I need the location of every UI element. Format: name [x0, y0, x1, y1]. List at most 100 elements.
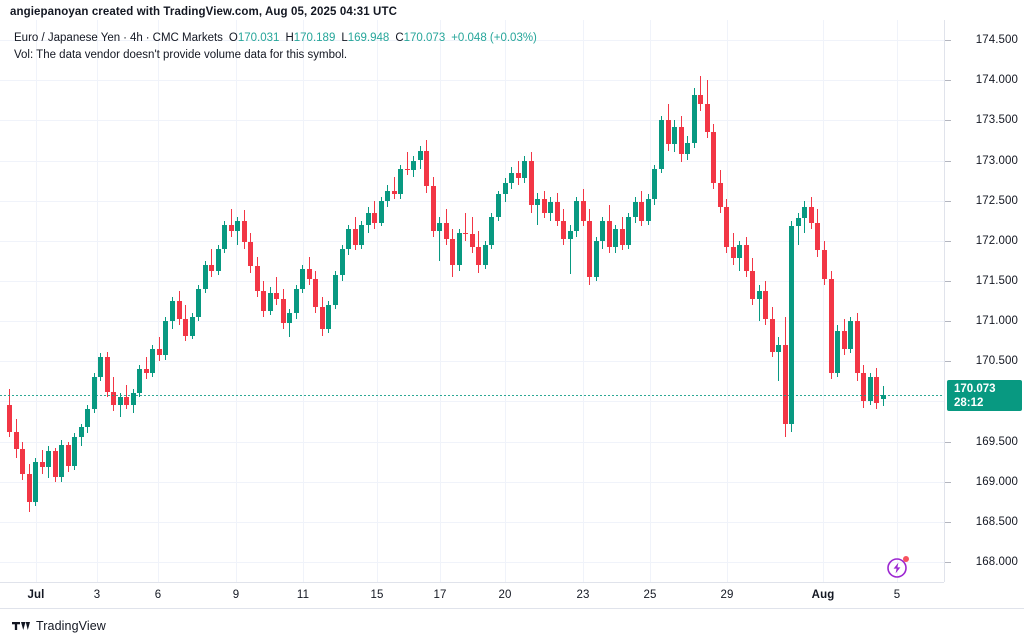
candle-body — [731, 247, 736, 259]
price-tick-label: 170.500 — [975, 355, 1018, 368]
price-tick-mark — [945, 161, 951, 162]
candle-body — [568, 231, 573, 240]
candle-body — [639, 202, 644, 221]
candle-body — [698, 94, 703, 105]
candle-body — [418, 150, 423, 161]
legend-symbol[interactable]: Euro / Japanese Yen — [14, 32, 121, 44]
legend-high-value: 170.189 — [293, 32, 336, 44]
time-scale[interactable]: Jul 3 6 9 11 15 17 20 23 25 29 Aug 5 — [0, 583, 944, 609]
candle-body — [685, 142, 690, 155]
chart-pane[interactable] — [0, 20, 944, 582]
gridline-vertical — [583, 20, 584, 582]
price-tick-label: 171.000 — [975, 315, 1018, 328]
candle-body — [340, 248, 345, 275]
candle-body — [724, 207, 729, 248]
pane-bottom-border — [0, 582, 944, 583]
candle-body — [659, 120, 664, 169]
candle-wick — [570, 224, 571, 275]
candle-body — [848, 321, 853, 350]
price-scale[interactable]: 174.500 174.000 173.500 173.000 172.500 172.0… — [945, 20, 1024, 582]
candle-body — [313, 279, 318, 307]
candle-body — [118, 397, 123, 406]
lightning-event-icon[interactable] — [886, 556, 909, 579]
candle-body — [783, 345, 788, 424]
legend-sep-2: · — [145, 32, 150, 44]
candle-wick — [394, 176, 395, 200]
candle-body — [881, 395, 886, 399]
candle-body — [105, 357, 110, 392]
time-tick-label: 9 — [232, 589, 240, 601]
candle-body — [59, 444, 64, 477]
candle-body — [737, 244, 742, 259]
candle-body — [711, 132, 716, 183]
candle-body — [150, 349, 155, 374]
candle-body — [574, 200, 579, 232]
candle-body — [679, 126, 684, 155]
candle-wick — [42, 449, 43, 474]
gridline-horizontal — [0, 442, 944, 443]
candle-body — [594, 240, 599, 277]
candle-body — [437, 223, 442, 232]
candle-body — [92, 377, 97, 410]
candle-wick — [778, 337, 779, 382]
time-tick-label: Jul — [27, 589, 45, 601]
time-tick-label: 6 — [154, 589, 162, 601]
legend-sep-1: · — [123, 32, 127, 44]
candle-body — [137, 369, 142, 394]
price-tick-label: 169.500 — [975, 435, 1018, 448]
candle-body — [196, 288, 201, 318]
candle-body — [320, 306, 325, 330]
candle-body — [398, 168, 403, 195]
candle-body — [861, 373, 866, 402]
candle-body — [809, 207, 814, 224]
legend-low-label: L — [341, 32, 348, 44]
candle-body — [822, 250, 827, 280]
candle-wick — [289, 309, 290, 338]
candle-body — [496, 194, 501, 217]
candle-body — [516, 172, 521, 179]
candle-body — [131, 393, 136, 405]
candle-body — [744, 244, 749, 272]
candle-body — [620, 228, 625, 245]
time-tick-label: 25 — [643, 589, 657, 601]
candle-body — [20, 448, 25, 474]
price-tick-label: 174.000 — [975, 74, 1018, 87]
candle-body — [555, 202, 560, 221]
last-price-badge[interactable]: 170.073 28:12 — [947, 380, 1022, 412]
candle-body — [672, 126, 677, 145]
candle-body — [411, 160, 416, 171]
gridline-vertical — [440, 20, 441, 582]
gridline-vertical — [727, 20, 728, 582]
time-scale-divider — [0, 608, 1024, 609]
candle-body — [248, 242, 253, 267]
candle-wick — [439, 216, 440, 261]
gridline-horizontal — [0, 562, 944, 563]
candlestick-series — [0, 20, 944, 582]
time-tick-label: 20 — [498, 589, 512, 601]
legend-interval[interactable]: 4h — [130, 32, 143, 44]
legend-change: +0.048 (+0.03%) — [451, 32, 537, 44]
price-tick-mark — [945, 201, 951, 202]
candle-wick — [407, 152, 408, 175]
candle-wick — [231, 208, 232, 237]
candle-body — [392, 191, 397, 195]
candle-body — [372, 212, 377, 224]
candle-body — [489, 216, 494, 245]
price-tick-mark — [945, 241, 951, 242]
price-tick-label: 173.000 — [975, 154, 1018, 167]
gridline-horizontal — [0, 80, 944, 81]
candle-wick — [537, 192, 538, 225]
gridline-vertical — [303, 20, 304, 582]
candle-body — [424, 150, 429, 187]
price-tick-mark — [945, 40, 951, 41]
price-tick-mark — [945, 562, 951, 563]
candle-body — [385, 191, 390, 201]
bar-countdown: 28:12 — [954, 396, 984, 409]
candle-body — [124, 397, 129, 405]
candle-body — [163, 321, 168, 355]
gridline-horizontal — [0, 281, 944, 282]
candle-body — [529, 160, 534, 205]
candle-body — [85, 409, 90, 428]
price-tick-label: 169.000 — [975, 475, 1018, 488]
candle-body — [535, 199, 540, 205]
